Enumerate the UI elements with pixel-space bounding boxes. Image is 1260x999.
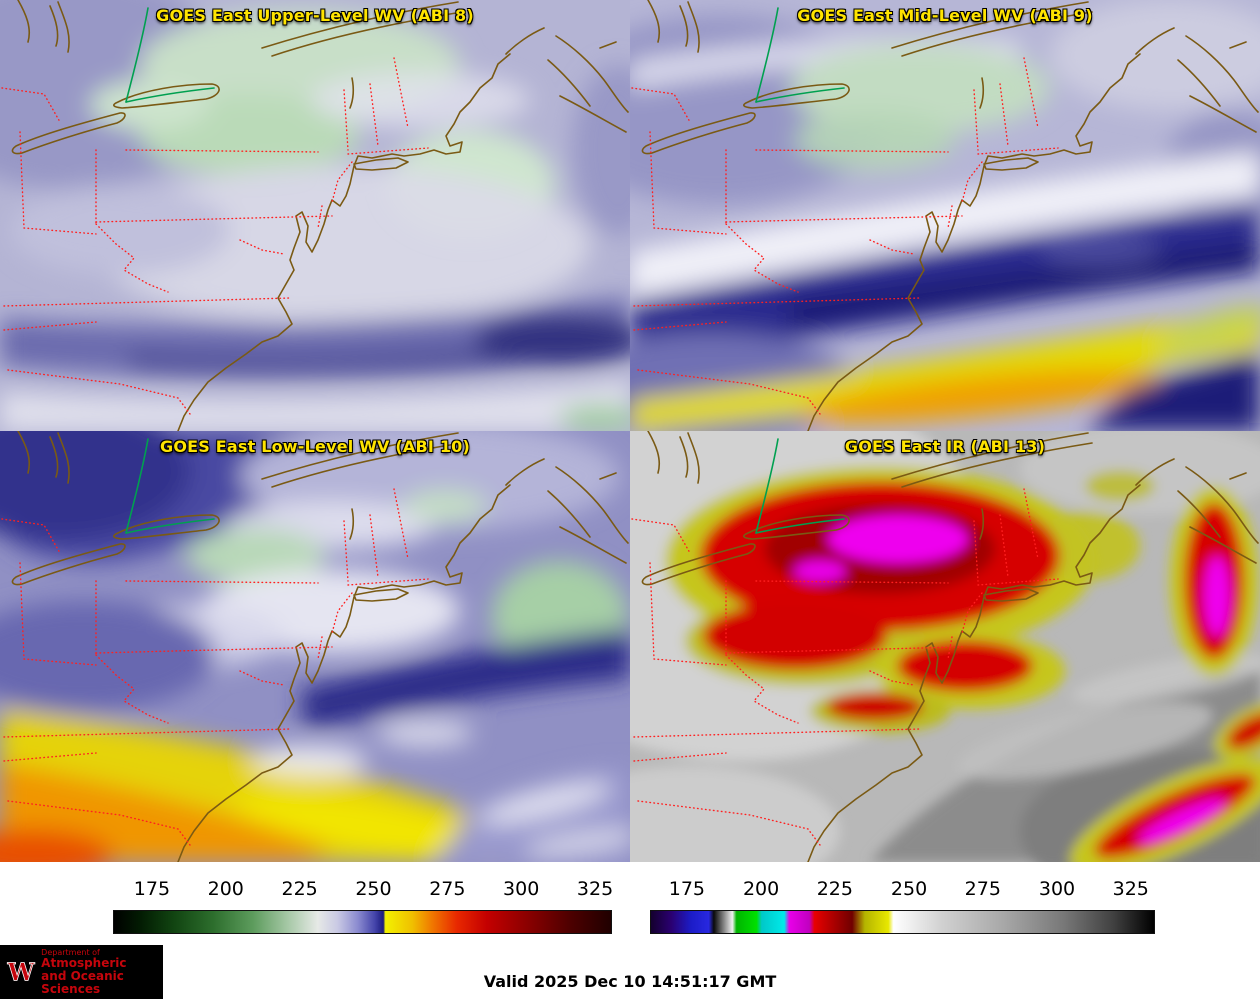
tick-label: 275 bbox=[429, 878, 466, 900]
logo-text: Department of Atmospheric and Oceanic Sc… bbox=[41, 947, 157, 996]
logo-line-1: Atmospheric bbox=[41, 956, 127, 971]
panel-title-upper-level-wv: GOES East Upper-Level WV (ABI 8) bbox=[156, 6, 474, 25]
tick-label: 275 bbox=[964, 878, 1001, 900]
tick-label: 225 bbox=[816, 878, 853, 900]
ir-colorbar-tick-labels: 175 200 225 250 275 300 325 bbox=[650, 878, 1155, 902]
tick-label: 300 bbox=[503, 878, 540, 900]
tick-label: 325 bbox=[576, 878, 614, 900]
ir-satellite-image bbox=[630, 431, 1260, 862]
tick-label: 250 bbox=[890, 878, 928, 900]
svg-text:W: W bbox=[7, 957, 36, 986]
panel-mid-level-wv: GOES East Mid-Level WV (ABI 9) bbox=[630, 0, 1260, 431]
valid-time: Valid 2025 Dec 10 14:51:17 GMT bbox=[483, 972, 777, 991]
panel-title-low-level-wv: GOES East Low-Level WV (ABI 10) bbox=[159, 437, 470, 456]
mid-level-wv-satellite-image bbox=[630, 0, 1260, 431]
ir-colorbar bbox=[650, 910, 1155, 934]
tick-label: 175 bbox=[668, 878, 705, 900]
tick-label: 175 bbox=[133, 878, 171, 900]
panel-low-level-wv: GOES East Low-Level WV (ABI 10) bbox=[0, 431, 630, 862]
wv-colorbar bbox=[113, 910, 612, 934]
tick-label: 300 bbox=[1038, 878, 1076, 900]
panel-grid: GOES East Upper-Level WV (ABI 8) bbox=[0, 0, 1260, 862]
panel-title-mid-level-wv: GOES East Mid-Level WV (ABI 9) bbox=[797, 6, 1093, 25]
motion-w-icon: W bbox=[6, 957, 36, 987]
panel-ir: GOES East IR (ABI 13) bbox=[630, 431, 1260, 862]
tick-label: 225 bbox=[281, 878, 318, 900]
footer: W Department of Atmospheric and Oceanic … bbox=[0, 945, 1260, 999]
tick-label: 250 bbox=[355, 878, 392, 900]
uw-aos-logo: W Department of Atmospheric and Oceanic … bbox=[0, 945, 163, 999]
wv-colorbar-tick-labels: 175 200 225 250 275 300 325 bbox=[113, 878, 614, 902]
tick-label: 325 bbox=[1112, 878, 1149, 900]
low-level-wv-satellite-image bbox=[0, 431, 630, 862]
panel-upper-level-wv: GOES East Upper-Level WV (ABI 8) bbox=[0, 0, 630, 431]
colorbar-section: 175 200 225 250 275 300 325 175 200 225 … bbox=[0, 862, 1260, 945]
upper-level-wv-satellite-image bbox=[0, 0, 630, 431]
logo-dept-line: Department of bbox=[41, 947, 100, 957]
tick-label: 200 bbox=[207, 878, 244, 900]
logo-line-2: and Oceanic Sciences bbox=[41, 968, 124, 996]
panel-title-ir: GOES East IR (ABI 13) bbox=[844, 437, 1046, 456]
tick-label: 200 bbox=[742, 878, 780, 900]
